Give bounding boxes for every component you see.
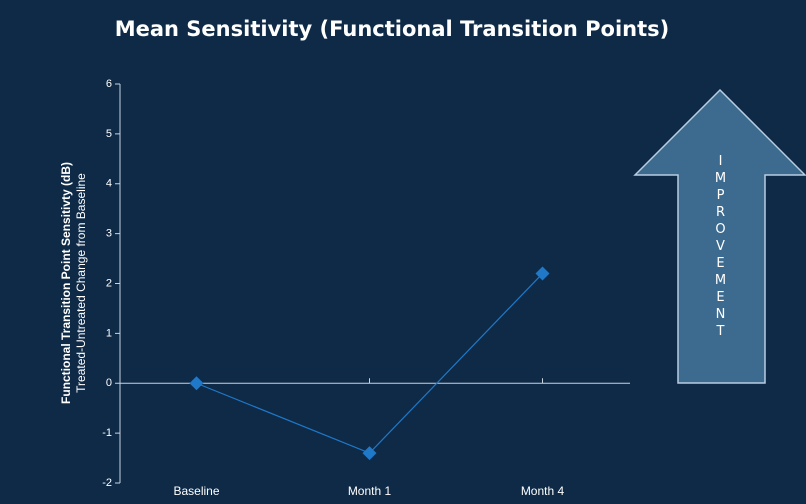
x-tick-label: Month 4 [521, 484, 565, 498]
data-line [196, 273, 543, 454]
y-tick-label: -2 [102, 477, 112, 489]
y-tick-label: 6 [106, 78, 112, 90]
y-axis-sublabel: Treated-Untreated Change from Baseline [74, 173, 88, 393]
arrow-text: IMPROVEMENT [713, 153, 728, 341]
chart-title: Mean Sensitivity (Functional Transition … [115, 17, 670, 41]
y-tick-label: 0 [106, 377, 112, 389]
y-tick-label: 4 [106, 178, 112, 190]
data-point [535, 266, 550, 281]
y-tick-label: 1 [106, 327, 112, 339]
y-tick-label: 3 [106, 228, 112, 240]
data-point [362, 446, 377, 461]
data-point [189, 376, 204, 391]
y-tick-label: 5 [106, 128, 112, 140]
y-tick-label: -1 [102, 427, 112, 439]
y-tick-label: 2 [106, 277, 112, 289]
improvement-arrow [633, 88, 806, 384]
x-tick-label: Month 1 [348, 484, 392, 498]
y-axis-label-group: Functional Transition Point Sensitivty (… [59, 162, 88, 404]
y-axis-label: Functional Transition Point Sensitivty (… [59, 162, 73, 404]
x-tick-label: Baseline [173, 484, 219, 498]
